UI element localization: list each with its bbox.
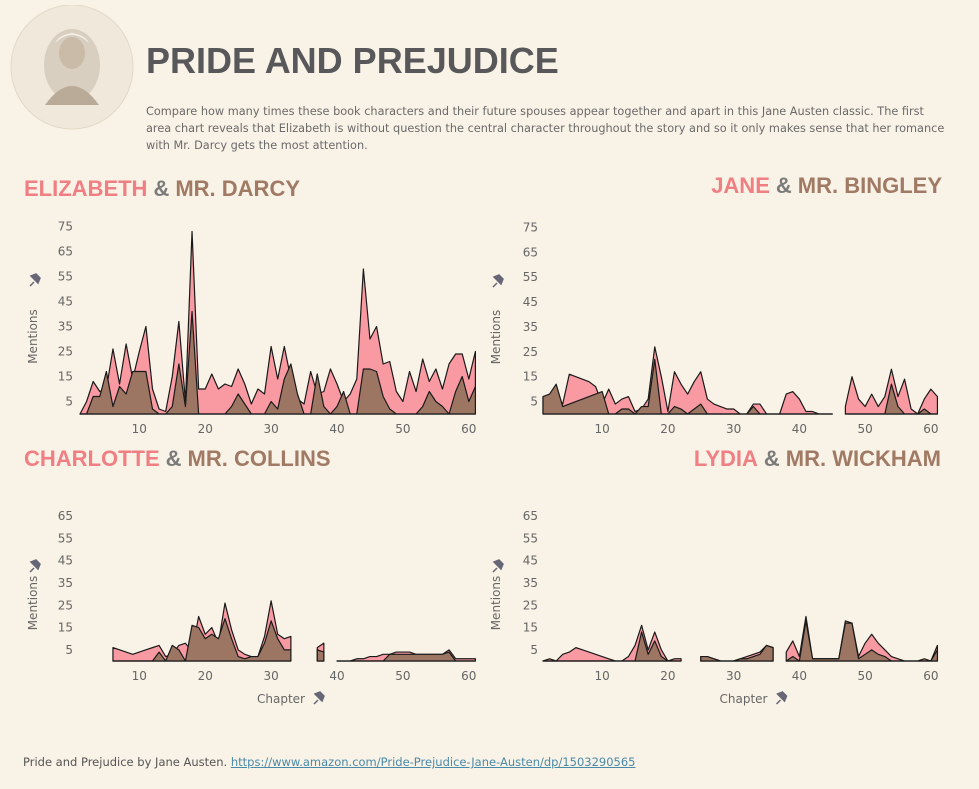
y-tick-label: 45 — [523, 295, 538, 309]
pin-icon — [492, 274, 504, 288]
x-tick-label: 40 — [329, 669, 344, 683]
x-tick-label: 10 — [595, 669, 610, 683]
heading-name: JANE — [711, 173, 770, 198]
x-axis-label: Chapter — [720, 692, 768, 706]
y-axis-label: Mentions — [26, 576, 40, 631]
area — [542, 620, 939, 662]
x-tick-label: 50 — [395, 422, 410, 436]
portrait — [10, 5, 134, 130]
pin-icon — [313, 691, 325, 705]
y-tick-label: 65 — [58, 509, 73, 523]
x-tick-label: 10 — [132, 669, 147, 683]
area — [112, 600, 477, 662]
heading-name: MR. BINGLEY — [798, 173, 943, 198]
heading-connector: & — [166, 446, 182, 471]
y-tick-label: 55 — [58, 270, 73, 284]
description: Compare how many times these book charac… — [146, 105, 945, 152]
heading-name: ELIZABETH — [24, 176, 147, 201]
x-tick-label: 20 — [198, 422, 213, 436]
area — [112, 618, 477, 662]
y-tick-label: 55 — [58, 531, 73, 545]
y-tick-label: 75 — [523, 220, 538, 234]
y-tick-label: 25 — [523, 345, 538, 359]
y-tick-label: 45 — [523, 554, 538, 568]
x-tick-label: 20 — [660, 422, 675, 436]
pin-icon — [492, 559, 504, 573]
y-tick-label: 5 — [530, 643, 538, 657]
y-tick-label: 65 — [58, 245, 73, 259]
x-tick-label: 60 — [461, 669, 476, 683]
chart-heading: LYDIA & MR. WICKHAM — [694, 446, 941, 471]
x-tick-label: 10 — [132, 422, 147, 436]
x-tick-label: 30 — [726, 669, 741, 683]
y-tick-label: 65 — [523, 245, 538, 259]
area — [79, 310, 477, 415]
x-tick-label: 60 — [461, 422, 476, 436]
y-tick-label: 55 — [523, 531, 538, 545]
pin-icon — [29, 559, 41, 573]
footer-link[interactable]: https://www.amazon.com/Pride-Prejudice-J… — [230, 755, 636, 769]
y-tick-label: 5 — [65, 395, 73, 409]
x-tick-label: 30 — [726, 422, 741, 436]
y-axis-label: Mentions — [489, 576, 503, 631]
y-tick-label: 15 — [523, 370, 538, 384]
y-tick-label: 15 — [58, 621, 73, 635]
x-tick-label: 60 — [923, 669, 938, 683]
y-tick-label: 35 — [58, 320, 73, 334]
x-tick-label: 50 — [857, 422, 872, 436]
footer-text: Pride and Prejudice by Jane Austen. — [23, 755, 228, 769]
y-tick-label: 5 — [530, 395, 538, 409]
y-tick-label: 15 — [58, 370, 73, 384]
x-tick-label: 40 — [329, 422, 344, 436]
pin-icon — [29, 273, 41, 287]
y-tick-label: 35 — [523, 320, 538, 334]
y-tick-label: 65 — [523, 509, 538, 523]
chart-heading: JANE & MR. BINGLEY — [711, 173, 942, 198]
y-tick-label: 25 — [58, 345, 73, 359]
y-tick-label: 5 — [65, 643, 73, 657]
y-tick-label: 15 — [523, 621, 538, 635]
y-axis-label: Mentions — [26, 309, 40, 364]
x-tick-label: 30 — [263, 422, 278, 436]
x-tick-label: 40 — [792, 422, 807, 436]
x-tick-label: 20 — [198, 669, 213, 683]
heading-name: CHARLOTTE — [24, 446, 160, 471]
footer: Pride and Prejudice by Jane Austen. http… — [23, 755, 636, 769]
y-tick-label: 75 — [58, 220, 73, 234]
x-tick-label: 30 — [263, 669, 278, 683]
y-tick-label: 55 — [523, 270, 538, 284]
heading-name: MR. WICKHAM — [786, 446, 941, 471]
heading-name: LYDIA — [694, 446, 758, 471]
y-tick-label: 45 — [58, 554, 73, 568]
area — [542, 358, 939, 415]
x-tick-label: 10 — [595, 422, 610, 436]
y-tick-label: 35 — [58, 576, 73, 590]
x-axis-label: Chapter — [257, 692, 305, 706]
x-tick-label: 50 — [857, 669, 872, 683]
page-title: PRIDE AND PREJUDICE — [146, 40, 559, 81]
x-tick-label: 60 — [923, 422, 938, 436]
heading-name: MR. DARCY — [175, 176, 300, 201]
chart-heading: CHARLOTTE & MR. COLLINS — [24, 446, 331, 471]
x-tick-label: 40 — [792, 669, 807, 683]
heading-name: MR. COLLINS — [188, 446, 331, 471]
chart-heading: ELIZABETH & MR. DARCY — [24, 176, 300, 201]
heading-connector: & — [153, 176, 169, 201]
x-tick-label: 50 — [395, 669, 410, 683]
x-tick-label: 20 — [660, 669, 675, 683]
y-tick-label: 45 — [58, 295, 73, 309]
y-tick-label: 25 — [523, 598, 538, 612]
y-tick-label: 35 — [523, 576, 538, 590]
y-axis-label: Mentions — [489, 310, 503, 365]
y-tick-label: 25 — [58, 598, 73, 612]
heading-connector: & — [776, 173, 792, 198]
heading-connector: & — [764, 446, 780, 471]
pin-icon — [775, 691, 788, 705]
